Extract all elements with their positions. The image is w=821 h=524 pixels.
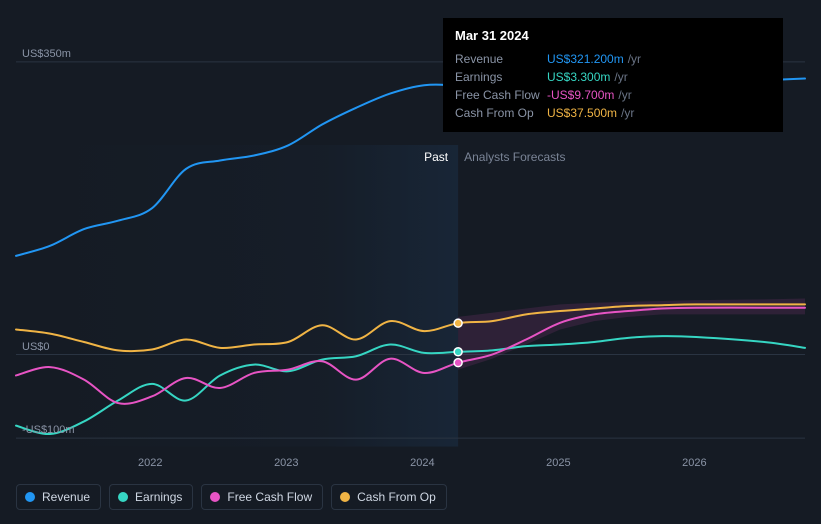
tooltip-row: EarningsUS$3.300m/yr	[455, 68, 771, 86]
x-axis-label: 2026	[682, 457, 706, 469]
tooltip-metric-label: Earnings	[455, 68, 547, 86]
x-axis-label: 2022	[138, 457, 162, 469]
tooltip-metric-unit: /yr	[614, 68, 627, 86]
legend-label: Earnings	[135, 490, 182, 504]
legend-dot-icon	[25, 492, 35, 502]
tooltip-metric-label: Cash From Op	[455, 104, 547, 122]
y-axis-label: US$0	[22, 341, 50, 353]
tooltip-metric-value: US$3.300m	[547, 68, 610, 86]
y-axis-label: -US$100m	[22, 424, 75, 436]
tooltip-metric-value: US$321.200m	[547, 50, 624, 68]
tooltip-metric-unit: /yr	[618, 86, 631, 104]
earnings-revenue-chart: US$350m US$0 -US$100m 2022 2023 2024 2025 20…	[0, 0, 821, 524]
legend-item-cfo[interactable]: Cash From Op	[331, 484, 447, 510]
legend-dot-icon	[210, 492, 220, 502]
legend-item-earnings[interactable]: Earnings	[109, 484, 193, 510]
tooltip-metric-unit: /yr	[628, 50, 641, 68]
forecast-section-label: Analysts Forecasts	[464, 150, 565, 164]
tooltip-metric-value: -US$9.700m	[547, 86, 614, 104]
tooltip-metric-value: US$37.500m	[547, 104, 617, 122]
legend-label: Free Cash Flow	[227, 490, 312, 504]
tooltip-row: Free Cash Flow-US$9.700m/yr	[455, 86, 771, 104]
chart-legend: Revenue Earnings Free Cash Flow Cash From O…	[16, 484, 447, 510]
legend-item-revenue[interactable]: Revenue	[16, 484, 101, 510]
tooltip-row: RevenueUS$321.200m/yr	[455, 50, 771, 68]
tooltip-metric-label: Free Cash Flow	[455, 86, 547, 104]
legend-dot-icon	[118, 492, 128, 502]
tooltip-metric-label: Revenue	[455, 50, 547, 68]
tooltip-row: Cash From OpUS$37.500m/yr	[455, 104, 771, 122]
x-axis-label: 2025	[546, 457, 570, 469]
legend-item-fcf[interactable]: Free Cash Flow	[201, 484, 323, 510]
tooltip-metric-unit: /yr	[621, 104, 634, 122]
legend-label: Revenue	[42, 490, 90, 504]
past-section-label: Past	[424, 150, 448, 164]
x-axis-label: 2024	[410, 457, 434, 469]
legend-dot-icon	[340, 492, 350, 502]
legend-label: Cash From Op	[357, 490, 436, 504]
x-axis-label: 2023	[274, 457, 298, 469]
tooltip-date: Mar 31 2024	[455, 26, 771, 46]
chart-tooltip: Mar 31 2024 RevenueUS$321.200m/yrEarning…	[443, 18, 783, 132]
y-axis-label: US$350m	[22, 48, 71, 60]
